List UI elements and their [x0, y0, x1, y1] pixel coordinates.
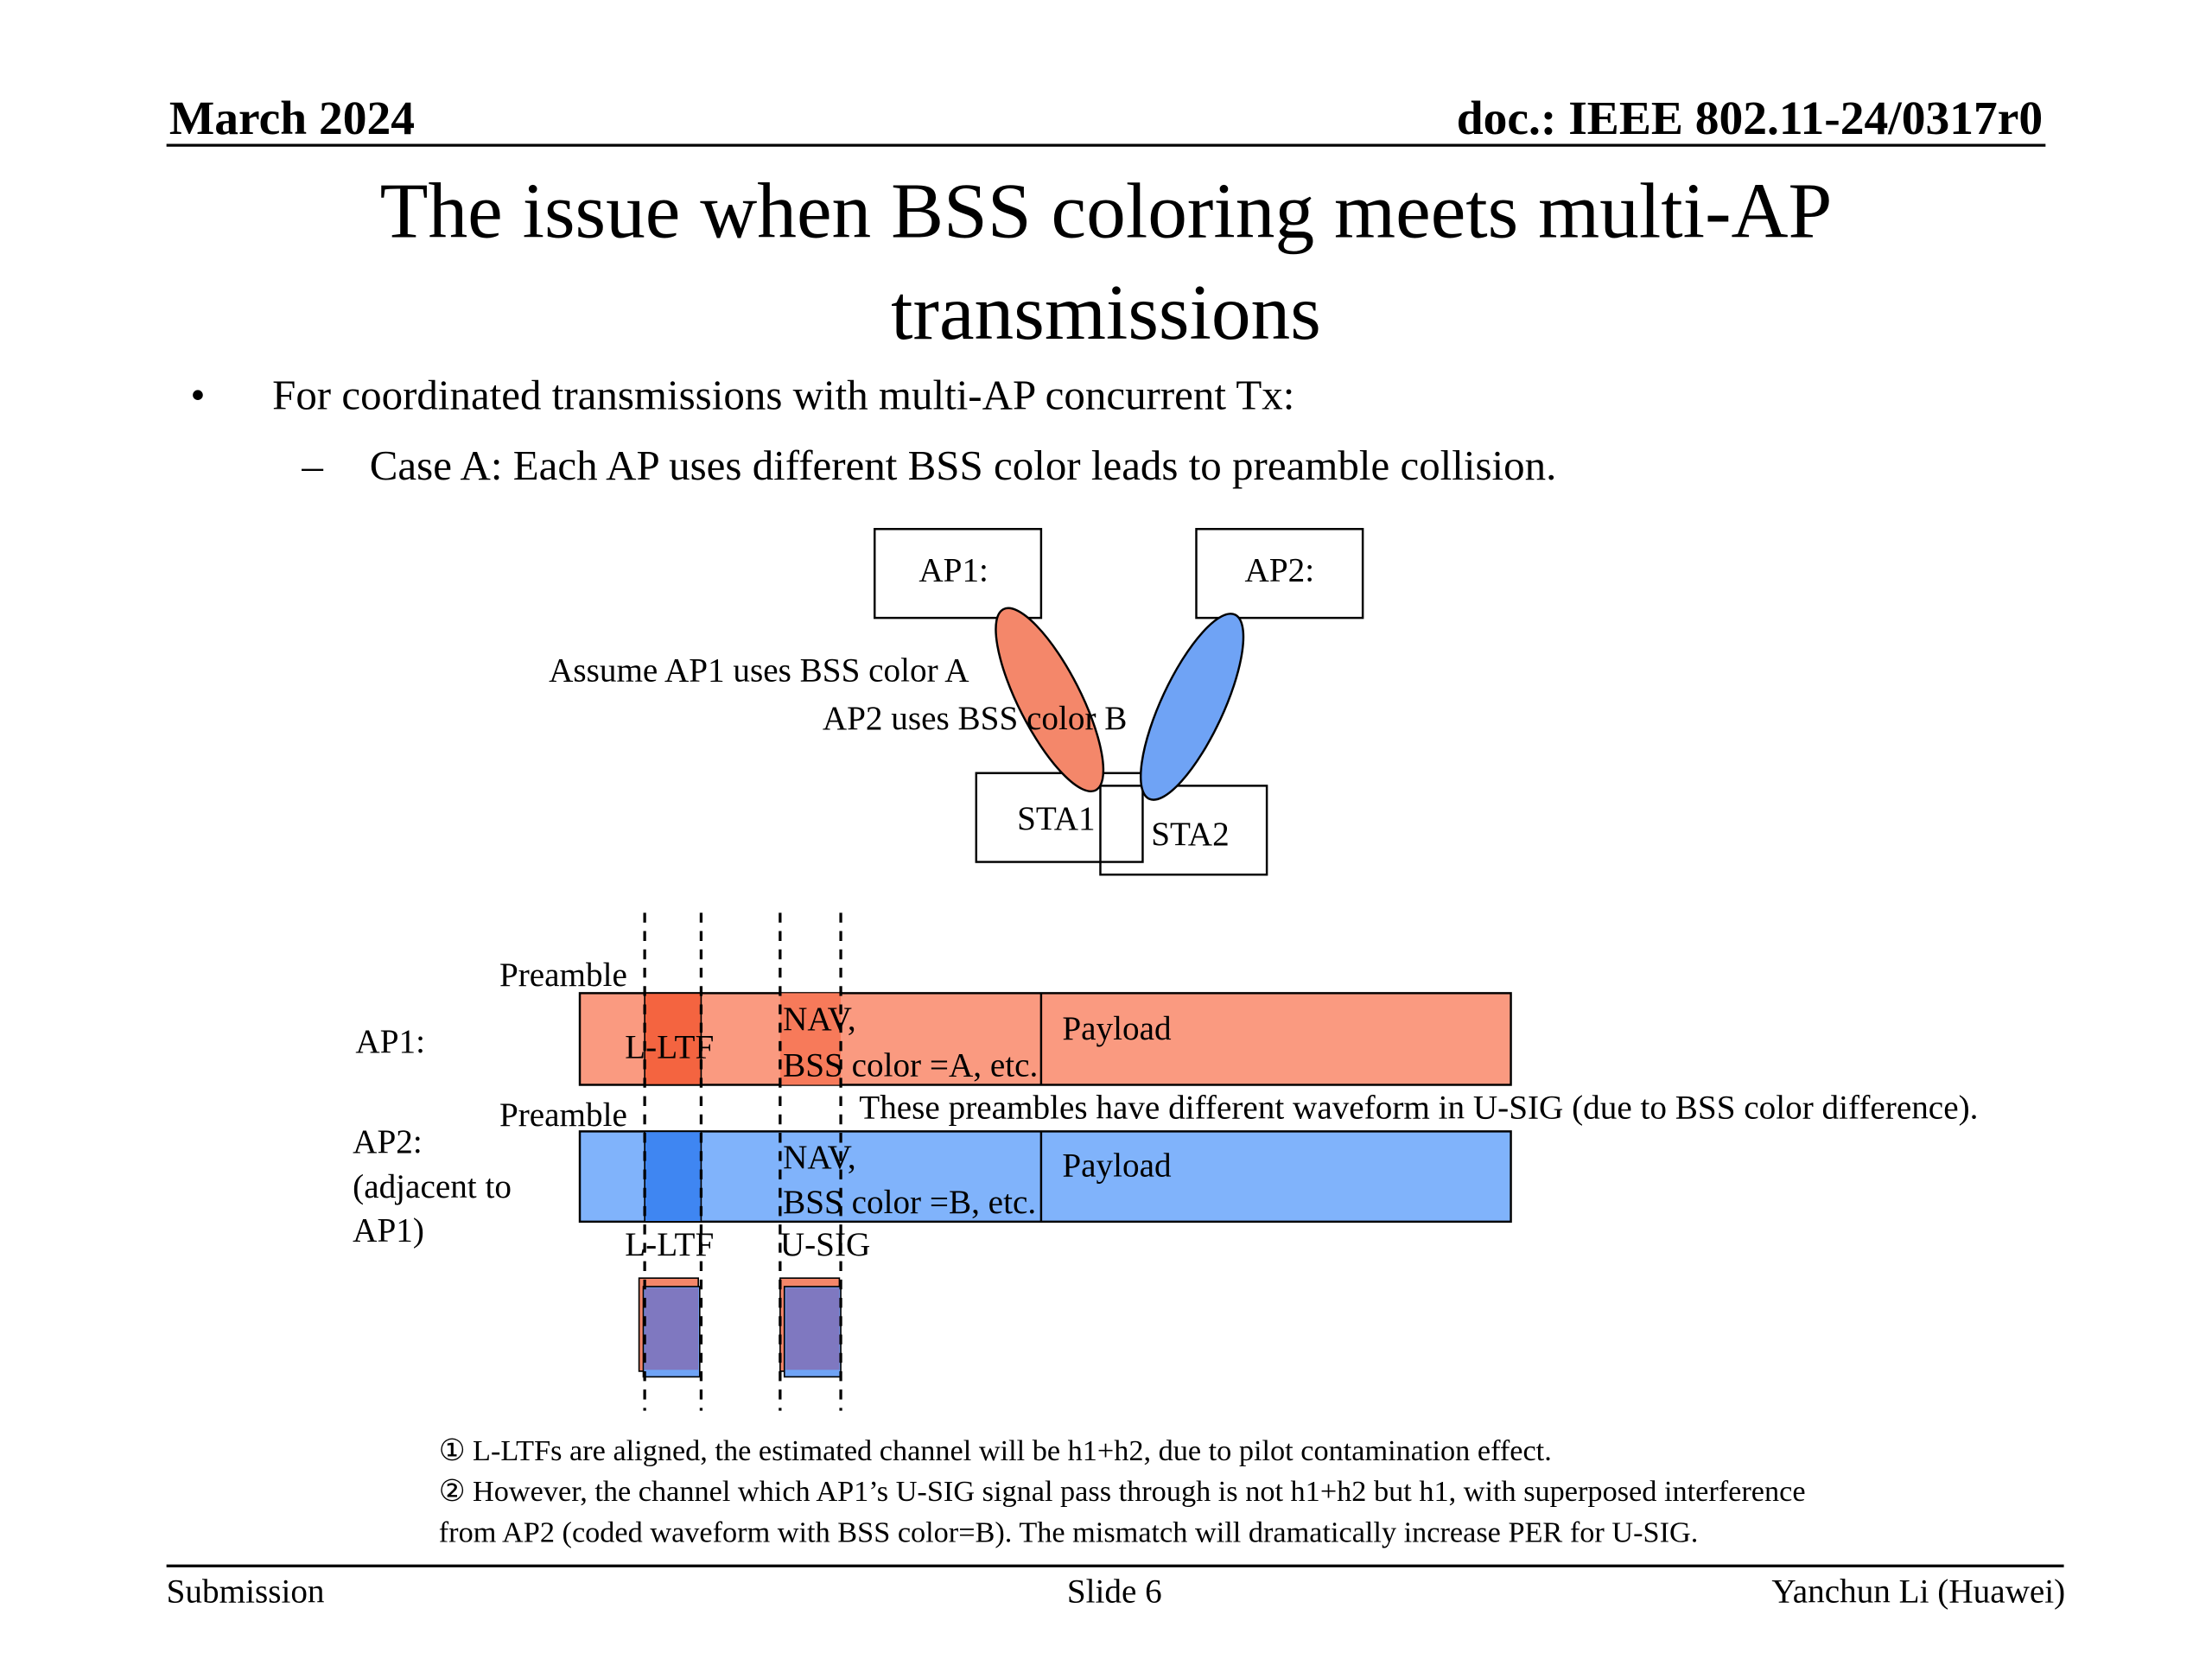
header-doc: doc.: IEEE 802.11-24/0317r0	[1457, 92, 2043, 145]
sta-box	[1099, 785, 1268, 876]
waveform-note: These preambles have different waveform …	[859, 1090, 1978, 1127]
overlap-mix	[785, 1287, 840, 1370]
ap-label: AP1:	[918, 552, 988, 589]
topology: AP1: AP2: STA1 STA2 Assume AP1 uses BSS …	[549, 528, 1364, 876]
overlap-mix	[645, 1287, 699, 1370]
sta-box	[975, 772, 1144, 863]
nav-label: NAV,	[783, 1001, 856, 1038]
row-label: AP1)	[353, 1212, 424, 1249]
usig-label: U-SIG	[780, 1226, 870, 1263]
assumption: AP2 uses BSS color B	[823, 700, 1128, 737]
nav-label: BSS color =B, etc.	[783, 1184, 1036, 1221]
preamble-label: Preamble	[499, 1096, 627, 1134]
preamble-label: Preamble	[499, 957, 627, 994]
note: from AP2 (coded waveform with BSS color=…	[439, 1516, 1699, 1548]
timing-diagram: Preamble AP1: L-LTF NAV, BSS color =A, e…	[353, 912, 1978, 1411]
assumption: Assume AP1 uses BSS color A	[549, 652, 969, 690]
nav-label: NAV,	[783, 1139, 856, 1176]
row-label: AP1:	[355, 1023, 425, 1060]
lltf-label: L-LTF	[625, 1028, 714, 1065]
header-date: March 2024	[169, 92, 415, 145]
nav-label: BSS color =A, etc.	[783, 1047, 1038, 1084]
payload-label: Payload	[1062, 1010, 1172, 1047]
dashed-guides	[643, 912, 842, 1411]
lltf-label: L-LTF	[625, 1226, 714, 1263]
ap1-frame	[578, 992, 1512, 1086]
link-ellipse	[995, 607, 1105, 793]
ap-box	[1195, 528, 1364, 620]
row-label: AP2:	[353, 1123, 423, 1160]
note: ② However, the channel which AP1’s U-SIG…	[439, 1475, 1806, 1508]
title: The issue when BSS coloring meets multi-…	[380, 167, 1833, 254]
bullet-marker: •	[190, 371, 205, 418]
footer-right: Yanchun Li (Huawei)	[1771, 1573, 2065, 1611]
sta-label: STA2	[1151, 816, 1229, 853]
ap2-frame	[578, 1130, 1512, 1224]
footer-left: Submission	[167, 1573, 325, 1611]
sta-label: STA1	[1017, 800, 1095, 837]
usig-field	[779, 993, 842, 1085]
ap-label: AP2:	[1245, 552, 1315, 589]
lltf-field	[644, 992, 702, 1086]
bullet-text: For coordinated transmissions with multi…	[272, 371, 1294, 418]
footer-center: Slide 6	[1067, 1573, 1162, 1611]
link-ellipse	[1139, 613, 1245, 801]
row-label: (adjacent to	[353, 1168, 512, 1205]
note: ① L-LTFs are aligned, the estimated chan…	[439, 1434, 1552, 1467]
ap-box	[874, 528, 1043, 620]
lltf-field	[644, 1130, 702, 1223]
payload-label: Payload	[1062, 1147, 1172, 1185]
bullet-marker: –	[301, 442, 323, 489]
bullet-text: Case A: Each AP uses different BSS color…	[370, 442, 1557, 489]
title: transmissions	[891, 269, 1321, 356]
